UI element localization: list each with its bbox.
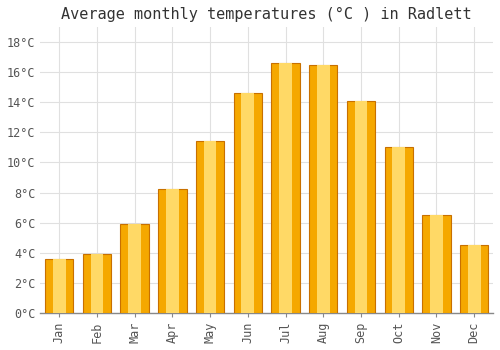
Bar: [468, 245, 480, 313]
Bar: [128, 224, 141, 313]
Bar: [384, 147, 413, 313]
Bar: [354, 101, 368, 313]
Bar: [83, 254, 111, 313]
Bar: [347, 101, 375, 313]
Bar: [422, 215, 450, 313]
Bar: [234, 93, 262, 313]
Bar: [309, 65, 338, 313]
Bar: [120, 224, 149, 313]
Bar: [430, 215, 443, 313]
Bar: [272, 63, 299, 313]
Bar: [53, 259, 66, 313]
Bar: [45, 259, 74, 313]
Bar: [279, 63, 292, 313]
Bar: [317, 65, 330, 313]
Bar: [90, 254, 104, 313]
Bar: [242, 93, 254, 313]
Bar: [460, 245, 488, 313]
Title: Average monthly temperatures (°C ) in Radlett: Average monthly temperatures (°C ) in Ra…: [62, 7, 472, 22]
Bar: [196, 141, 224, 313]
Bar: [392, 147, 405, 313]
Bar: [166, 189, 178, 313]
Bar: [204, 141, 216, 313]
Bar: [158, 189, 186, 313]
